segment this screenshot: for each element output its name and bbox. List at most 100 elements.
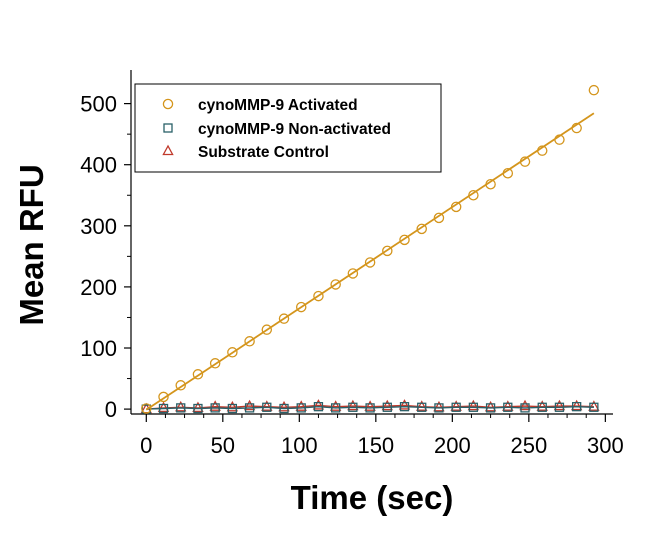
data-point — [329, 400, 342, 411]
y-tick-label: 300 — [80, 214, 117, 239]
data-point — [398, 399, 411, 410]
data-point — [571, 122, 582, 134]
data-point — [364, 400, 376, 411]
data-point — [313, 290, 324, 302]
legend-markers — [162, 98, 174, 156]
data-point — [468, 190, 479, 201]
data-point — [244, 336, 255, 347]
data-point — [312, 399, 325, 410]
x-tick-label: 0 — [140, 433, 152, 458]
data-point — [399, 402, 410, 412]
data-point — [416, 400, 428, 411]
data-point — [381, 399, 393, 411]
fit-line — [145, 112, 595, 411]
data-point — [210, 403, 220, 413]
data-point — [537, 402, 547, 412]
data-point — [192, 401, 204, 413]
y-tick-label: 200 — [80, 275, 117, 300]
data-point — [158, 391, 169, 403]
x-tick-label: 300 — [587, 433, 624, 458]
data-point — [226, 400, 239, 412]
data-point — [503, 402, 513, 412]
y-axis-ticks: 0 100 200 300 400 500 — [80, 92, 131, 422]
data-point — [209, 358, 221, 369]
data-point — [451, 402, 461, 412]
data-point — [330, 279, 341, 290]
x-tick-label: 250 — [510, 433, 547, 458]
data-point — [417, 402, 427, 412]
data-point — [433, 212, 445, 224]
data-point — [434, 403, 444, 413]
data-point — [279, 403, 289, 414]
legend-label-non-activated: cynoMMP-9 Non-activated — [198, 121, 391, 138]
data-point — [296, 403, 306, 413]
data-point — [570, 399, 583, 411]
data-point — [519, 399, 531, 411]
x-tick-label: 100 — [281, 433, 318, 458]
data-point — [157, 401, 170, 413]
data-point — [468, 402, 479, 412]
data-point — [295, 301, 307, 313]
data-point — [347, 399, 359, 411]
data-point — [502, 400, 514, 411]
x-axis-title: Time (sec) — [291, 479, 454, 516]
x-tick-label: 50 — [211, 433, 235, 458]
data-point — [536, 145, 548, 156]
data-point — [313, 402, 324, 412]
data-point — [433, 400, 445, 412]
data-point — [347, 268, 359, 279]
legend-marker — [163, 123, 173, 133]
data-point — [450, 400, 462, 411]
data-point — [467, 399, 480, 411]
legend: cynoMMP-9 Activated cynoMMP-9 Non-activa… — [134, 83, 442, 173]
data-point — [399, 234, 410, 246]
legend-box — [134, 83, 442, 173]
x-axis-ticks: 0 50 100 150 200 250 300 — [140, 414, 624, 458]
y-axis-title: Mean RFU — [13, 164, 50, 325]
data-point — [450, 201, 462, 213]
data-point — [176, 403, 186, 413]
data-point — [588, 400, 600, 411]
data-point — [227, 347, 238, 358]
data-point — [572, 402, 582, 412]
data-point — [589, 402, 599, 412]
legend-label-activated: cynoMMP-9 Activated — [198, 97, 358, 114]
data-point — [536, 400, 548, 411]
series-line — [146, 404, 594, 410]
data-point — [554, 402, 565, 412]
x-tick-label: 200 — [434, 433, 471, 458]
data-point — [262, 402, 272, 412]
data-point — [278, 313, 290, 324]
data-point — [519, 156, 531, 167]
y-tick-label: 0 — [105, 397, 117, 422]
data-point — [141, 403, 152, 414]
data-point — [520, 403, 530, 413]
data-point — [553, 399, 566, 411]
legend-marker — [162, 144, 174, 156]
data-point — [502, 168, 514, 179]
y-tick-label: 400 — [80, 153, 117, 178]
data-point — [175, 400, 187, 412]
series-cynommp-9-non-activated — [141, 402, 599, 414]
data-point — [485, 403, 496, 413]
series-line — [146, 405, 594, 410]
legend-label-substrate-control: Substrate Control — [198, 144, 329, 161]
data-point — [484, 400, 497, 412]
data-point — [193, 403, 203, 414]
data-point — [348, 402, 358, 412]
data-point — [158, 403, 169, 414]
data-point — [261, 400, 273, 411]
data-point — [175, 380, 186, 391]
series-substrate-control — [140, 399, 600, 414]
data-point — [554, 134, 565, 145]
data-point — [365, 403, 375, 413]
y-tick-label: 500 — [80, 92, 117, 117]
data-point — [295, 400, 307, 411]
data-point — [331, 403, 341, 413]
data-point — [227, 403, 238, 414]
data-point — [278, 400, 290, 412]
series-layer — [140, 84, 600, 414]
y-tick-label: 100 — [80, 336, 117, 361]
